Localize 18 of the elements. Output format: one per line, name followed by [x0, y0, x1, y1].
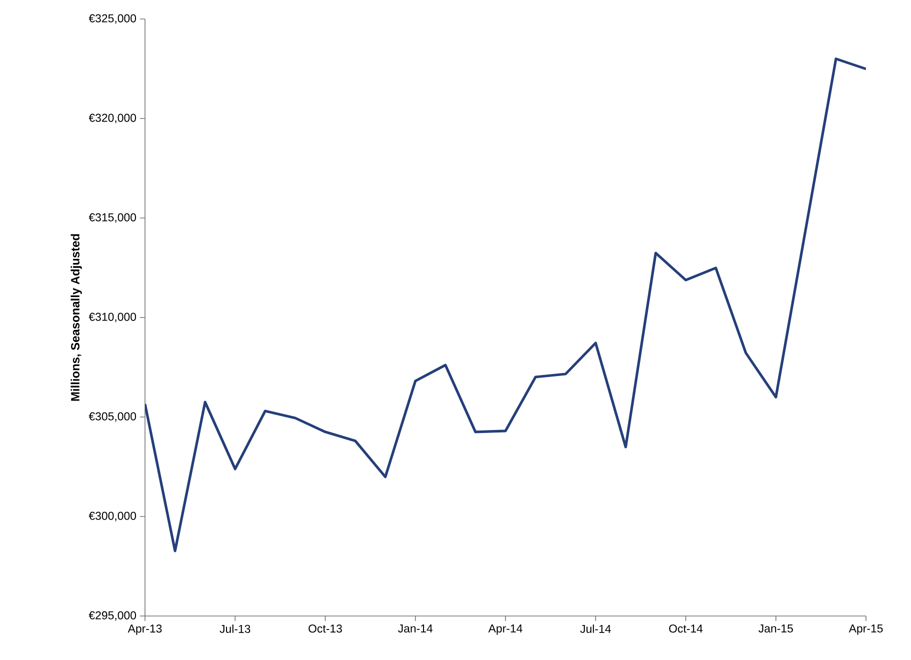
- x-tick-label: Jan-15: [758, 624, 793, 633]
- y-tick-label: €300,000: [88, 512, 136, 522]
- x-tick-label: Jan-14: [398, 624, 433, 633]
- y-axis-title: Millions, Seasonally Adjusted: [70, 234, 82, 401]
- x-tick-label: Jul-13: [220, 624, 250, 633]
- x-tick-label: Apr-14: [488, 624, 522, 635]
- x-tick-label: Apr-13: [128, 624, 162, 635]
- line-series: [145, 57, 866, 552]
- x-tick-label: Apr-15: [848, 624, 883, 635]
- y-tick-label: €320,000: [88, 114, 136, 124]
- x-tick-label: Oct-14: [669, 624, 703, 633]
- y-tick-label: €305,000: [88, 412, 136, 422]
- y-tick-label: €310,000: [88, 312, 136, 322]
- y-tick-label: €315,000: [88, 213, 136, 223]
- y-tick-label: €295,000: [88, 611, 136, 621]
- y-tick-label: €325,000: [88, 14, 136, 24]
- x-tick-label: Jul-14: [580, 624, 611, 633]
- x-tick-label: Oct-13: [308, 624, 342, 633]
